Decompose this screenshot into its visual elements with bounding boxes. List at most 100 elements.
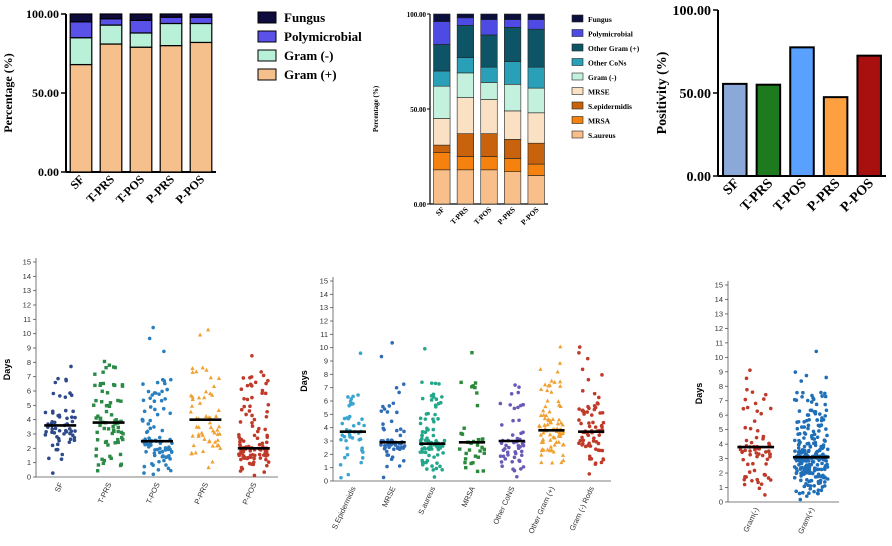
data-point: [144, 449, 148, 454]
data-point: [745, 387, 749, 392]
data-point: [463, 457, 468, 461]
legend-label: MRSE: [588, 88, 610, 97]
data-point: [98, 423, 102, 428]
data-point: [146, 422, 151, 426]
data-point: [587, 421, 591, 425]
data-point: [238, 420, 243, 424]
data-point: [152, 399, 157, 404]
data-point: [598, 411, 602, 415]
data-point: [600, 448, 605, 453]
x-tick-label: T-PRS: [738, 176, 776, 214]
y-tick-label: 6: [719, 411, 723, 420]
data-point: [792, 438, 797, 443]
data-point: [167, 454, 171, 458]
legend-swatch: [571, 116, 584, 124]
data-point: [464, 465, 468, 470]
data-point: [157, 459, 161, 464]
data-point: [142, 409, 147, 414]
data-point: [238, 469, 243, 473]
data-point: [248, 453, 253, 458]
data-point: [764, 450, 768, 454]
data-point: [585, 356, 590, 361]
data-point: [162, 458, 166, 463]
data-point: [261, 453, 266, 457]
data-point: [596, 448, 601, 452]
data-point: [264, 457, 268, 462]
data-point: [796, 443, 801, 447]
data-point: [242, 396, 246, 401]
data-point: [390, 455, 395, 459]
bar-segment-s-epidermidis: [504, 139, 522, 159]
data-point: [432, 455, 436, 459]
data-point: [433, 403, 438, 408]
data-point: [360, 446, 364, 450]
bar-segment-polymicrobial: [433, 21, 451, 45]
data-point: [541, 447, 546, 452]
bar-segment-gram: [504, 84, 522, 112]
data-point: [811, 429, 816, 434]
data-point: [346, 472, 351, 477]
data-point: [763, 493, 767, 497]
data-point: [806, 426, 810, 431]
y-tick-label: 0: [719, 498, 723, 507]
data-point: [761, 397, 766, 401]
data-point: [93, 383, 97, 388]
bar-segment-polymicrobial: [456, 17, 474, 26]
data-point: [430, 464, 434, 468]
data-point: [759, 411, 764, 416]
data-point: [517, 459, 522, 464]
data-point: [548, 444, 553, 449]
bar-segment-fungus: [129, 13, 153, 21]
data-point: [814, 450, 819, 455]
x-tick-label: Other Gram (+): [527, 485, 557, 536]
legend-swatch: [571, 14, 584, 23]
data-point: [141, 398, 146, 403]
data-point: [792, 465, 797, 469]
y-tick-label: 4: [27, 415, 31, 424]
data-point: [250, 353, 254, 358]
y-tick-label: 100.00: [407, 11, 427, 19]
data-point: [114, 418, 118, 422]
data-point: [266, 402, 271, 407]
data-point: [794, 489, 798, 494]
data-point: [457, 447, 462, 451]
y-axis-label: Percentage (%): [372, 85, 380, 132]
data-point: [382, 427, 386, 432]
data-point: [748, 368, 752, 372]
x-tick-label: T-POS: [472, 205, 494, 227]
data-point: [806, 441, 811, 446]
data-point: [249, 375, 254, 379]
data-point: [252, 433, 257, 438]
x-tick-label: P-POS: [173, 172, 208, 207]
data-point: [519, 431, 523, 436]
data-point: [339, 437, 343, 442]
data-point: [768, 452, 772, 456]
y-tick-label: 9: [27, 344, 31, 353]
data-point: [68, 437, 73, 442]
data-point: [206, 465, 211, 470]
data-point: [814, 402, 819, 407]
data-point: [94, 416, 98, 420]
data-point: [600, 373, 604, 377]
data-point: [476, 455, 481, 459]
data-point: [512, 455, 517, 460]
legend-label: Other CoNs: [588, 59, 626, 68]
data-point: [107, 363, 112, 367]
bar-segment-mrsa: [504, 158, 522, 172]
data-point: [429, 381, 434, 385]
data-point: [94, 447, 99, 451]
data-point: [342, 416, 347, 421]
y-tick-label: 9: [719, 367, 723, 376]
data-point: [808, 484, 813, 488]
data-point: [518, 403, 523, 408]
data-point: [360, 417, 364, 421]
data-point: [152, 391, 157, 395]
data-point: [801, 390, 805, 395]
data-point: [475, 443, 480, 447]
bar-segment-gram: [99, 43, 123, 173]
data-point: [518, 444, 522, 449]
data-point: [121, 437, 125, 442]
data-point: [207, 420, 213, 425]
data-point: [163, 397, 167, 401]
data-point: [359, 460, 364, 465]
